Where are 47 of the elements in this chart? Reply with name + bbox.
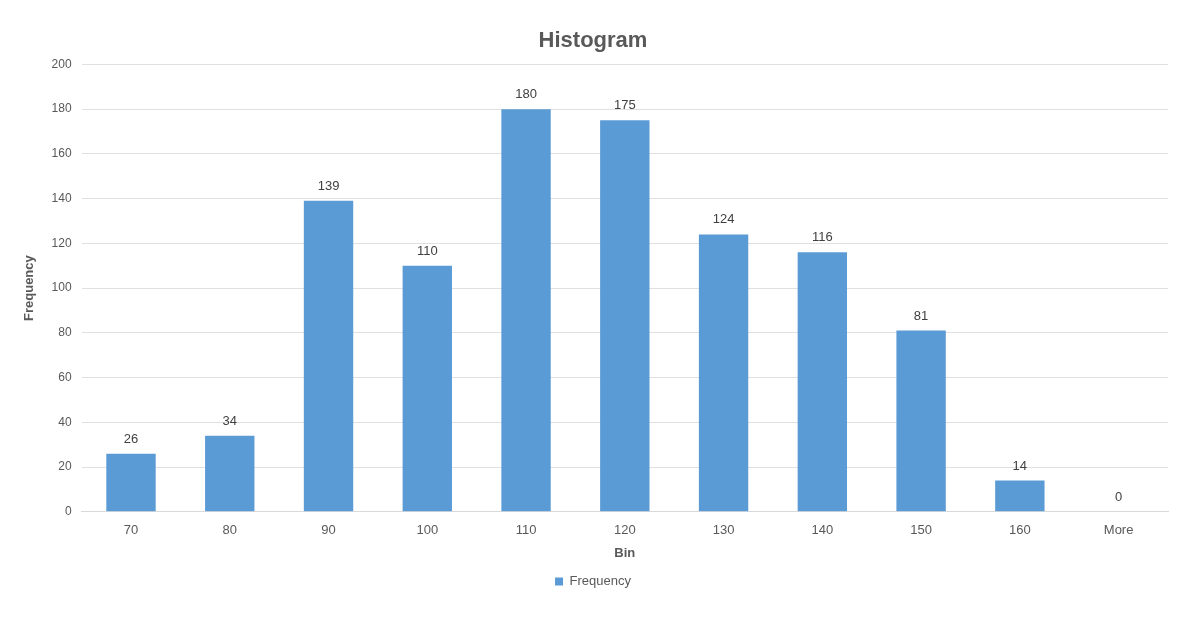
data-label: 0 bbox=[1115, 488, 1123, 504]
y-tick-label: 20 bbox=[58, 459, 72, 474]
x-tick-label: 160 bbox=[1009, 522, 1031, 538]
x-tick-label: More bbox=[1103, 522, 1134, 538]
y-axis-title: Frequency bbox=[21, 254, 37, 321]
x-tick-label: 130 bbox=[712, 522, 735, 538]
x-tick-label: 80 bbox=[222, 522, 237, 538]
data-label: 26 bbox=[123, 430, 139, 446]
data-label: 180 bbox=[515, 86, 537, 102]
y-tick-label: 120 bbox=[51, 235, 72, 250]
chart-title: Histogram bbox=[538, 27, 648, 53]
x-tick-label: 140 bbox=[811, 522, 834, 538]
y-tick-label: 60 bbox=[58, 369, 72, 384]
bar bbox=[698, 234, 749, 512]
bar bbox=[303, 200, 354, 512]
x-tick-label: 100 bbox=[416, 522, 439, 538]
bar bbox=[600, 120, 650, 512]
y-tick-label: 100 bbox=[51, 280, 72, 295]
data-label: 81 bbox=[913, 307, 929, 323]
y-tick-label: 140 bbox=[51, 190, 72, 205]
bar bbox=[205, 435, 255, 512]
x-tick-label: 120 bbox=[613, 522, 636, 538]
data-label: 14 bbox=[1012, 457, 1028, 473]
x-tick-label: 90 bbox=[321, 522, 336, 538]
bar bbox=[402, 265, 452, 512]
y-tick-label: 0 bbox=[64, 504, 72, 519]
bar bbox=[995, 480, 1045, 512]
data-label: 175 bbox=[613, 97, 636, 113]
data-label: 124 bbox=[712, 211, 735, 227]
data-label: 110 bbox=[416, 242, 438, 258]
bar bbox=[501, 109, 551, 512]
y-tick-label: 80 bbox=[58, 325, 72, 340]
bar bbox=[106, 453, 156, 512]
data-label: 116 bbox=[811, 229, 833, 245]
x-axis-title: Bin bbox=[614, 544, 636, 560]
x-tick-label: 110 bbox=[515, 522, 537, 538]
data-label: 34 bbox=[222, 412, 237, 428]
x-tick-label: 150 bbox=[910, 522, 932, 538]
legend-label: Frequency bbox=[569, 573, 632, 589]
bar bbox=[797, 252, 848, 512]
bar bbox=[896, 330, 946, 512]
y-tick-label: 180 bbox=[51, 101, 72, 116]
y-tick-label: 200 bbox=[51, 56, 72, 71]
y-tick-label: 160 bbox=[51, 146, 72, 161]
x-tick-label: 70 bbox=[123, 522, 139, 538]
y-tick-label: 40 bbox=[58, 414, 72, 429]
data-label: 139 bbox=[317, 177, 340, 193]
